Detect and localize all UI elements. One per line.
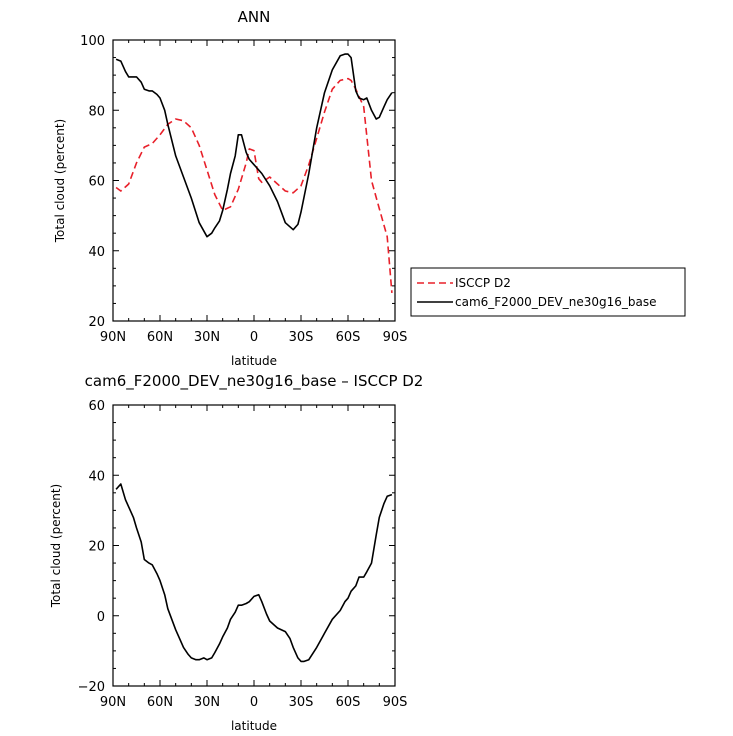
panel2-x-tick-label: 0 [250, 695, 258, 710]
panel2-x-tick-label: 30S [289, 695, 314, 710]
panel1-x-tick-label: 60S [336, 330, 361, 345]
panel1-y-tick-label: 60 [88, 175, 105, 190]
panel1-legend-entry: cam6_F2000_DEV_ne30g16_base [455, 295, 657, 309]
panel2-x-tick-label: 60S [336, 695, 361, 710]
panel1-y-tick-label: 20 [88, 315, 105, 330]
panel1-x-tick-label: 90S [383, 330, 408, 345]
panel1-legend-box [410, 267, 686, 317]
panel2-y-tick-label: −20 [78, 680, 105, 695]
panel2-title: cam6_F2000_DEV_ne30g16_base – ISCCP D2 [85, 372, 424, 391]
panel1-legend-entry: ISCCP D2 [455, 276, 511, 290]
panel1-x-tick-label: 60N [147, 330, 173, 345]
panel2-y-tick-label: 0 [97, 610, 105, 625]
panel2-x-tick-label: 90N [100, 695, 126, 710]
panel1-y-tick-label: 100 [80, 34, 105, 49]
panel1-y-tick-label: 80 [88, 104, 105, 119]
panel2-y-tick-label: 40 [88, 469, 105, 484]
panel2-y-tick-label: 60 [88, 399, 105, 414]
panel2-series-line-0 [115, 483, 393, 663]
panel1-x-tick-label: 0 [250, 330, 258, 345]
panel1-y-tick-label: 40 [88, 245, 105, 260]
panel1-x-tick-label: 30N [194, 330, 220, 345]
panel1-y-axis-label: Total cloud (percent) [53, 119, 67, 243]
panel1-series-isccp-d2 [115, 77, 393, 293]
panel1-x-axis-label: latitude [231, 354, 277, 368]
panel2-y-axis-label: Total cloud (percent) [49, 484, 63, 608]
panel2-y-tick-label: 20 [88, 540, 105, 555]
panel2-x-tick-label: 90S [383, 695, 408, 710]
panel2-x-axis-label: latitude [231, 719, 277, 733]
panel1-series-cam6-f2000-dev-ne30g16-base [115, 53, 393, 238]
panel1-x-tick-label: 30S [289, 330, 314, 345]
panel1-x-tick-label: 90N [100, 330, 126, 345]
panel2-x-tick-label: 60N [147, 695, 173, 710]
panel1-title: ANN [238, 8, 271, 26]
panel2-plot-frame [112, 404, 396, 687]
panel2-x-tick-label: 30N [194, 695, 220, 710]
